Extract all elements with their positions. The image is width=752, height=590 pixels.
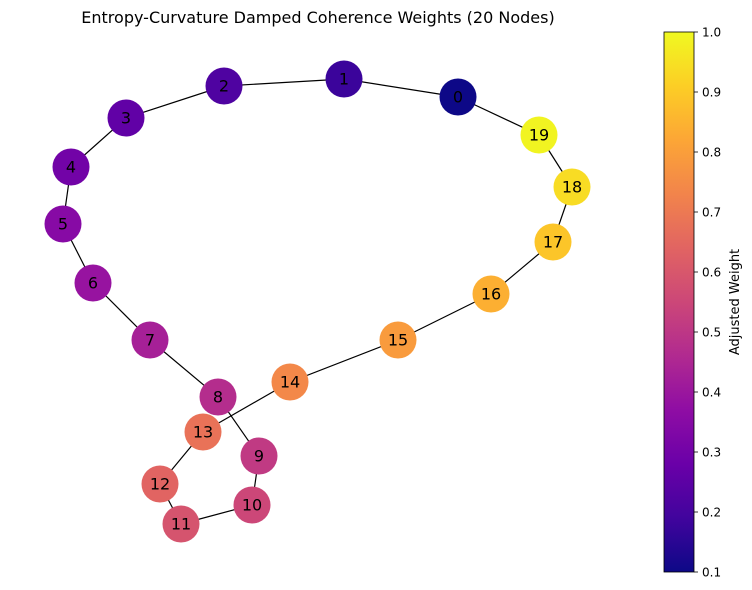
node-11-circle — [162, 505, 200, 543]
node-12: 12 — [141, 465, 179, 503]
node-13-circle — [184, 413, 222, 451]
node-5-circle — [44, 205, 82, 243]
edge-1-2 — [223, 78, 345, 87]
node-6-circle — [74, 264, 112, 302]
edge-0-1 — [343, 78, 459, 98]
node-8-label: 8 — [213, 388, 223, 407]
node-3-circle — [107, 99, 145, 137]
node-18: 18 — [553, 168, 591, 206]
node-13-label: 13 — [193, 423, 213, 442]
node-18-label: 18 — [562, 178, 582, 197]
node-2: 2 — [205, 67, 243, 105]
node-16-label: 16 — [481, 285, 501, 304]
node-7-circle — [131, 321, 169, 359]
node-7-label: 7 — [145, 331, 155, 350]
colorbar: 0.1 0.2 0.3 0.4 0.5 0.6 0.7 0.8 0.9 1.0 Adjusted … — [663, 26, 743, 580]
node-18-circle — [553, 168, 591, 206]
colorbar-tick-label: 0.2 — [702, 506, 721, 520]
node-14: 14 — [271, 363, 309, 401]
node-1-circle — [325, 60, 363, 98]
node-0-circle — [439, 78, 477, 116]
node-2-label: 2 — [219, 77, 229, 96]
colorbar-tick-label: 1.0 — [702, 26, 721, 40]
node-19: 19 — [520, 116, 558, 154]
node-13: 13 — [184, 413, 222, 451]
node-19-label: 19 — [529, 126, 549, 145]
edge-14-15 — [289, 339, 399, 383]
node-6-label: 6 — [88, 274, 98, 293]
colorbar-tick-label: 0.3 — [702, 446, 721, 460]
node-9-circle — [240, 437, 278, 475]
node-10: 10 — [233, 486, 271, 524]
node-15-label: 15 — [388, 331, 408, 350]
node-17-label: 17 — [543, 233, 563, 252]
colorbar-tick-label: 0.7 — [702, 206, 721, 220]
node-17-circle — [534, 223, 572, 261]
node-2-circle — [205, 67, 243, 105]
node-1-label: 1 — [339, 70, 349, 89]
node-5: 5 — [44, 205, 82, 243]
colorbar-tick-label: 0.5 — [702, 326, 721, 340]
node-12-circle — [141, 465, 179, 503]
node-11-label: 11 — [171, 515, 191, 534]
node-19-circle — [520, 116, 558, 154]
node-7: 7 — [131, 321, 169, 359]
node-4: 4 — [52, 148, 90, 186]
node-9-label: 9 — [254, 447, 264, 466]
node-8-circle — [199, 378, 237, 416]
node-1: 1 — [325, 60, 363, 98]
chart-title: Entropy-Curvature Damped Coherence Weigh… — [81, 8, 555, 27]
colorbar-label: Adjusted Weight — [728, 249, 743, 355]
colorbar-tick-label: 0.9 — [702, 86, 721, 100]
node-12-label: 12 — [150, 475, 170, 494]
node-4-circle — [52, 148, 90, 186]
colorbar-tick-label: 0.4 — [702, 386, 721, 400]
node-10-circle — [233, 486, 271, 524]
colorbar-tick-label: 0.6 — [702, 266, 721, 280]
node-15: 15 — [379, 321, 417, 359]
node-9: 9 — [240, 437, 278, 475]
node-5-label: 5 — [58, 215, 68, 234]
node-6: 6 — [74, 264, 112, 302]
node-14-label: 14 — [280, 373, 300, 392]
node-3-label: 3 — [121, 109, 131, 128]
node-16: 16 — [472, 275, 510, 313]
node-0-label: 0 — [453, 88, 463, 107]
colorbar-tick-label: 0.1 — [702, 566, 721, 580]
node-16-circle — [472, 275, 510, 313]
colorbar-gradient — [663, 31, 695, 573]
node-0: 0 — [439, 78, 477, 116]
node-3: 3 — [107, 99, 145, 137]
colorbar-ticks: 0.1 0.2 0.3 0.4 0.5 0.6 0.7 0.8 0.9 1.0 — [694, 26, 721, 580]
node-8: 8 — [199, 378, 237, 416]
node-11: 11 — [162, 505, 200, 543]
node-4-label: 4 — [66, 158, 76, 177]
node-17: 17 — [534, 223, 572, 261]
colorbar-tick-label: 0.8 — [702, 146, 721, 160]
node-14-circle — [271, 363, 309, 401]
node-10-label: 10 — [242, 496, 262, 515]
node-15-circle — [379, 321, 417, 359]
